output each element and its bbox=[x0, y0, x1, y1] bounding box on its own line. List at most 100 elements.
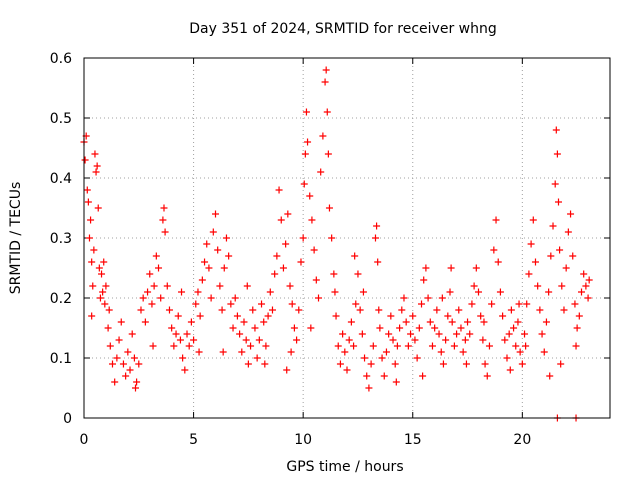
data-point bbox=[205, 264, 213, 272]
data-point bbox=[334, 342, 342, 350]
data-point bbox=[525, 270, 533, 278]
data-point bbox=[98, 270, 106, 278]
data-point bbox=[481, 360, 489, 368]
data-point bbox=[126, 366, 134, 374]
data-point bbox=[404, 342, 412, 350]
data-point bbox=[306, 192, 314, 200]
data-point bbox=[275, 186, 283, 194]
data-point bbox=[83, 186, 91, 194]
data-point bbox=[446, 288, 454, 296]
data-point bbox=[393, 342, 401, 350]
data-point bbox=[201, 258, 209, 266]
data-point bbox=[297, 258, 305, 266]
data-point bbox=[402, 318, 410, 326]
x-tick-label: 5 bbox=[189, 432, 198, 448]
data-point bbox=[176, 336, 184, 344]
data-point bbox=[113, 354, 121, 362]
data-point bbox=[233, 312, 241, 320]
data-point bbox=[96, 294, 104, 302]
data-point bbox=[302, 108, 310, 116]
data-point bbox=[365, 384, 373, 392]
data-point bbox=[385, 330, 393, 338]
chart-title: Day 351 of 2024, SRMTID for receiver whn… bbox=[189, 21, 497, 37]
data-point bbox=[266, 288, 274, 296]
data-point bbox=[283, 366, 291, 374]
data-point bbox=[290, 324, 298, 332]
data-point bbox=[181, 366, 189, 374]
data-point bbox=[373, 222, 381, 230]
data-point bbox=[464, 318, 472, 326]
data-point bbox=[157, 294, 165, 302]
data-point bbox=[279, 264, 287, 272]
data-point bbox=[324, 150, 332, 158]
data-point bbox=[261, 360, 269, 368]
data-point bbox=[128, 330, 136, 338]
data-point bbox=[304, 138, 312, 146]
data-point bbox=[144, 288, 152, 296]
data-point bbox=[351, 252, 359, 260]
data-point bbox=[249, 306, 257, 314]
data-point bbox=[444, 312, 452, 320]
data-point bbox=[315, 294, 323, 302]
data-point bbox=[363, 372, 371, 380]
data-point bbox=[407, 330, 415, 338]
data-point bbox=[382, 348, 390, 356]
data-point bbox=[119, 360, 127, 368]
x-tick-label: 20 bbox=[513, 432, 531, 448]
data-point bbox=[435, 330, 443, 338]
data-point bbox=[100, 258, 108, 266]
data-point bbox=[247, 342, 255, 350]
data-point bbox=[358, 330, 366, 338]
data-point bbox=[472, 264, 480, 272]
data-point bbox=[433, 306, 441, 314]
data-point bbox=[214, 246, 222, 254]
data-point bbox=[137, 306, 145, 314]
data-point bbox=[468, 300, 476, 308]
data-point bbox=[343, 366, 351, 374]
data-point bbox=[389, 336, 397, 344]
data-point bbox=[243, 282, 251, 290]
data-point bbox=[506, 366, 514, 374]
data-point bbox=[470, 282, 478, 290]
data-point bbox=[146, 270, 154, 278]
data-point bbox=[442, 336, 450, 344]
data-point bbox=[437, 348, 445, 356]
data-point bbox=[573, 324, 581, 332]
data-point bbox=[81, 156, 89, 164]
data-points bbox=[80, 66, 593, 422]
data-point bbox=[219, 348, 227, 356]
data-point bbox=[124, 348, 132, 356]
data-point bbox=[152, 252, 160, 260]
data-point bbox=[253, 354, 261, 362]
data-point bbox=[371, 234, 379, 242]
data-point bbox=[105, 306, 113, 314]
data-point bbox=[89, 282, 97, 290]
data-point bbox=[359, 288, 367, 296]
data-point bbox=[220, 264, 228, 272]
y-tick-label: 0 bbox=[63, 411, 72, 427]
data-point bbox=[428, 342, 436, 350]
data-point bbox=[558, 282, 566, 290]
data-point bbox=[150, 282, 158, 290]
data-point bbox=[282, 240, 290, 248]
data-point bbox=[557, 360, 565, 368]
data-point bbox=[545, 288, 553, 296]
data-point bbox=[516, 348, 524, 356]
data-point bbox=[475, 288, 482, 296]
data-point bbox=[547, 252, 555, 260]
data-point bbox=[439, 360, 447, 368]
data-point bbox=[492, 216, 500, 224]
data-point bbox=[459, 348, 467, 356]
data-point bbox=[534, 282, 542, 290]
data-point bbox=[540, 348, 548, 356]
data-point bbox=[542, 318, 550, 326]
data-point bbox=[505, 330, 513, 338]
data-point bbox=[521, 330, 529, 338]
data-point bbox=[209, 228, 217, 236]
data-point bbox=[172, 330, 180, 338]
data-point bbox=[522, 342, 530, 350]
data-point bbox=[108, 360, 116, 368]
data-point bbox=[483, 372, 491, 380]
data-point bbox=[88, 312, 96, 320]
